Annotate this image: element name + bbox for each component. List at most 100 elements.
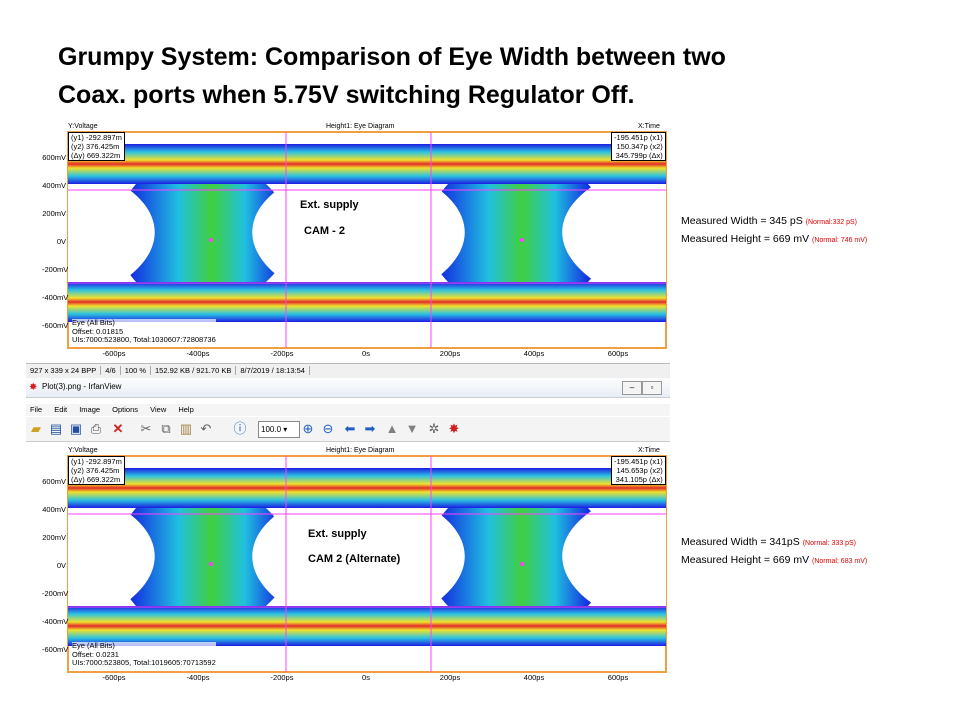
cursor-readout-left: (y1) -292.897m (y2) 376.425m (Δy) 669.32… — [68, 456, 125, 485]
irfanview-app-icon: ✸ — [29, 382, 38, 393]
cut-icon[interactable]: ✂ — [140, 421, 152, 436]
y-tick-label: 0V — [56, 237, 66, 246]
x-tick-label: -600ps — [102, 673, 126, 682]
x-tick-label: 200ps — [439, 673, 461, 682]
save-icon[interactable]: ▣ — [69, 421, 83, 436]
measured-width: Measured Width = 341pS — [681, 536, 803, 548]
status-date: 8/7/2019 / 18:13:54 — [236, 366, 310, 375]
cursor-x2: 145.653p (x2) — [616, 466, 663, 475]
x-tick-label: 0s — [362, 673, 370, 682]
annotation-cam: CAM 2 (Alternate) — [308, 553, 401, 565]
cursor-readout-left: (y1) -292.897m (y2) 376.425m (Δy) 669.32… — [68, 132, 125, 161]
y-tick-label: -200mV — [42, 265, 69, 274]
previous-icon[interactable]: ⬅ — [344, 421, 356, 436]
maximize-button[interactable]: ▫ — [642, 381, 662, 395]
cursor-y1: (y1) -292.897m — [71, 133, 122, 142]
measured-height: Measured Height = 669 mV — [681, 233, 813, 245]
normal-height: (Normal: 683 mV) — [812, 558, 868, 565]
x-tick-label: -400ps — [186, 349, 210, 358]
measurements-1: Measured Width = 345 pS (Normal:332 pS) … — [681, 213, 867, 249]
x-tick-label: 200ps — [439, 349, 461, 358]
zoom-value: 100.0 — [261, 425, 282, 434]
measurements-2: Measured Width = 341pS (Normal: 333 pS) … — [681, 534, 867, 570]
zoom-out-icon[interactable]: ⊖ — [322, 421, 334, 436]
eye-meta-offset: Offset: 0.0231 — [72, 649, 119, 659]
cursor-x2: 150.347p (x2) — [616, 142, 663, 151]
last-page-icon[interactable]: ▼ — [405, 421, 419, 436]
plot-title: Height1: Eye Diagram — [326, 123, 395, 130]
irfanview-logo-icon[interactable]: ✸ — [448, 421, 460, 436]
menu-help[interactable]: Help — [178, 405, 194, 414]
menu-edit[interactable]: Edit — [54, 405, 68, 414]
undo-icon[interactable]: ↶ — [200, 421, 212, 436]
zoom-in-icon[interactable]: ⊕ — [302, 421, 314, 436]
paste-icon[interactable]: ▥ — [179, 421, 193, 436]
eye-meta-mode: Eye (All Bits) — [72, 641, 115, 650]
cursor-dy: (Δy) 669.322m — [71, 475, 121, 484]
menu-file[interactable]: File — [30, 405, 43, 414]
first-page-icon[interactable]: ▲ — [385, 421, 399, 436]
y-tick-label: -600mV — [42, 321, 69, 330]
eye-meta-mode: Eye (All Bits) — [72, 318, 115, 327]
x-tick-label: -400ps — [186, 673, 210, 682]
image-status-bar: 927 x 339 x 24 BPP 4/6 100 % 152.92 KB / 92… — [26, 363, 670, 379]
cursor-y2: (y2) 376.425m — [71, 466, 120, 475]
x-axis-header: X:Time — [638, 123, 660, 130]
menu-image[interactable]: Image — [79, 405, 101, 414]
irfanview-title-bar: ✸ Plot(3).png - IrfanView – ▫ — [26, 378, 670, 398]
next-icon[interactable]: ➡ — [364, 421, 376, 436]
open-icon[interactable]: ▰ — [31, 421, 41, 436]
eye-diagram-plot-1 — [67, 131, 667, 349]
y-tick-label: -400mV — [42, 617, 69, 626]
y-tick-label: -600mV — [42, 645, 69, 654]
print-icon[interactable]: ⎙ — [90, 421, 102, 436]
menu-options[interactable]: Options — [112, 405, 139, 414]
slide-title-line-2: Coax. ports when 5.75V switching Regulat… — [58, 81, 635, 109]
status-dimensions: 927 x 339 x 24 BPP — [26, 366, 102, 375]
info-icon[interactable]: ⓘ — [233, 421, 247, 436]
annotation-cam: CAM - 2 — [304, 225, 345, 237]
slideshow-icon[interactable]: ▤ — [49, 421, 63, 436]
measured-width: Measured Width = 345 pS — [681, 215, 806, 227]
eye-diagram-panel-1: Y:Voltage Height1: Eye Diagram X:Time (y… — [26, 122, 670, 360]
y-tick-label: -400mV — [42, 293, 69, 302]
x-tick-label: 400ps — [523, 349, 545, 358]
cursor-y2: (y2) 376.425m — [71, 142, 120, 151]
y-tick-label: 200mV — [42, 533, 66, 542]
zoom-select[interactable]: 100.0 ▾ — [258, 421, 300, 438]
y-axis-header: Y:Voltage — [68, 447, 98, 454]
y-tick-label: 600mV — [42, 477, 66, 486]
menu-bar: File Edit Image Options View Help — [26, 404, 670, 416]
copy-icon[interactable]: ⧉ — [161, 421, 171, 436]
eye-meta-uis: UIs:7000:523800, Total:1030607:72808736 — [72, 335, 216, 344]
status-index: 4/6 — [101, 366, 121, 375]
x-axis-header: X:Time — [638, 447, 660, 454]
window-title: Plot(3).png - IrfanView — [42, 382, 122, 391]
x-tick-label: -200ps — [270, 349, 294, 358]
x-tick-label: 600ps — [607, 349, 629, 358]
eye-meta: Eye (All Bits) Offset: 0.0231 UIs:7000:5… — [72, 641, 216, 668]
cursor-dx: 341.105p (Δx) — [615, 475, 663, 484]
status-size: 152.92 KB / 921.70 KB — [151, 366, 237, 375]
eye-meta-offset: Offset: 0.01815 — [72, 326, 124, 336]
y-tick-label: 400mV — [42, 505, 66, 514]
minimize-button[interactable]: – — [622, 381, 642, 395]
x-tick-label: 0s — [362, 349, 370, 358]
settings-icon[interactable]: ✲ — [428, 421, 440, 436]
y-tick-label: 0V — [56, 561, 66, 570]
x-tick-label: 400ps — [523, 673, 545, 682]
cursor-dx: 345.799p (Δx) — [615, 151, 663, 160]
eye-meta-uis: UIs:7000:523805, Total:1019605:70713592 — [72, 658, 216, 667]
y-tick-label: -200mV — [42, 589, 69, 598]
plot-title: Height1: Eye Diagram — [326, 447, 395, 454]
eye-diagram-panel-2: Y:Voltage Height1: Eye Diagram X:Time (y… — [26, 446, 670, 684]
delete-icon[interactable]: ✕ — [112, 421, 124, 436]
x-tick-label: 600ps — [607, 673, 629, 682]
menu-view[interactable]: View — [150, 405, 167, 414]
annotation-ext-supply: Ext. supply — [300, 199, 359, 211]
y-tick-label: 600mV — [42, 153, 66, 162]
x-tick-label: -200ps — [270, 673, 294, 682]
cursor-x1: -195.451p (x1) — [614, 457, 663, 466]
annotation-ext-supply: Ext. supply — [308, 528, 367, 540]
x-tick-label: -600ps — [102, 349, 126, 358]
